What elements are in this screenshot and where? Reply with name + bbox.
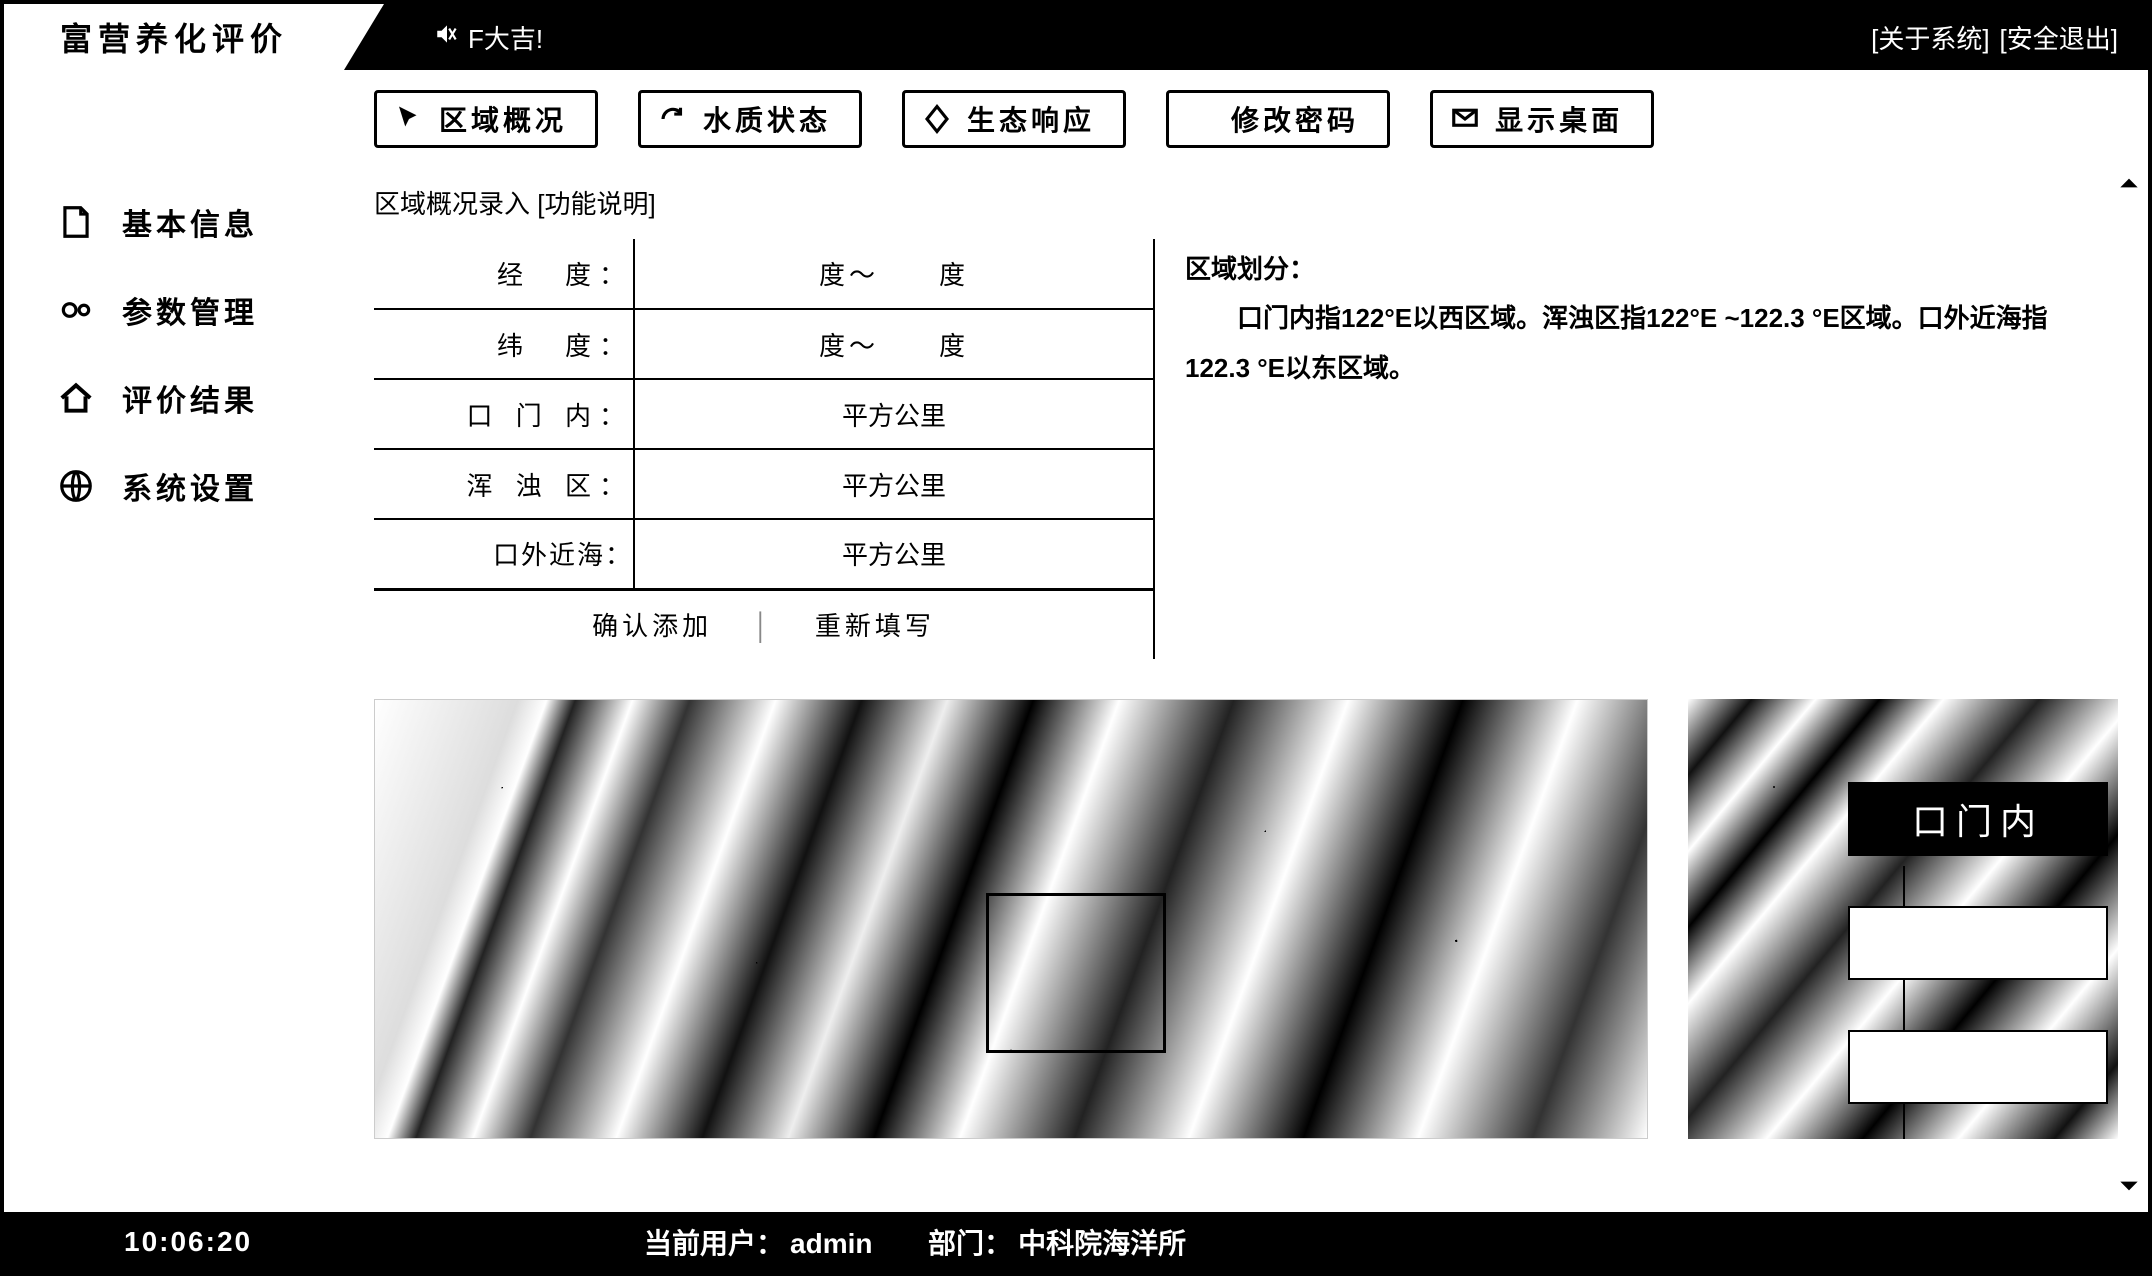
field-label-longitude: 经 度： [374,239,634,309]
field-label-turbid: 浑 浊 区： [374,449,634,519]
header-greeting: F大吉! [434,19,543,56]
footer-user: 当前用户：admin 部门：中科院海洋所 [644,1222,1186,1262]
tab-show-desktop[interactable]: 显示桌面 [1430,90,1654,148]
body: 基本信息 参数管理 评价结果 系统设置 [4,70,2148,1212]
sidebar-item-label: 系统设置 [122,464,258,508]
app-title: 富营养化评价 [4,4,344,70]
doc-icon [54,200,98,244]
user-label: 当前用户： [644,1228,784,1259]
header-links: [关于系统] [安全退出] [1871,19,2118,56]
about-link[interactable]: [关于系统] [1871,19,1989,56]
form-row: 经 度： 度～ 度 纬 度： 度～ 度 口 门 内： 平方公里 浑 浊 区： 平… [344,239,2118,659]
field-label-latitude: 纬 度： [374,309,634,379]
sidebar-item-results[interactable]: 评价结果 [54,376,314,420]
tab-eco-response[interactable]: 生态响应 [902,90,1126,148]
tab-label: 修改密码 [1231,99,1359,139]
field-label-inner: 口 门 内： [374,379,634,449]
header: 富营养化评价 F大吉! [关于系统] [安全退出] [4,4,2148,70]
reset-button[interactable]: 重新填写 [815,611,935,641]
legend-inner[interactable]: 口门内 [1848,782,2108,856]
dept-value: 中科院海洋所 [1018,1228,1186,1259]
desc-body: 口门内指122°E以西区域。浑浊区指122°E ~122.3 °E区域。口外近海… [1185,294,2098,393]
collapse-up-button[interactable] [2116,170,2142,201]
map-legend: 口门内 [1848,782,2108,1154]
collapse-down-button[interactable] [2116,1173,2142,1204]
blank-icon [1185,103,1217,135]
rotate-icon [657,103,689,135]
desc-title: 区域划分： [1185,245,2098,294]
map-main[interactable] [374,699,1648,1139]
form-table: 经 度： 度～ 度 纬 度： 度～ 度 口 门 内： 平方公里 浑 浊 区： 平… [374,239,1155,659]
help-link[interactable]: [功能说明] [537,189,655,219]
main: 区域概况 水质状态 生态响应 修改密码 [344,70,2148,1212]
greeting-text: F大吉! [468,19,543,56]
header-bar: F大吉! [关于系统] [安全退出] [344,4,2148,70]
region-description: 区域划分： 口门内指122°E以西区域。浑浊区指122°E ~122.3 °E区… [1155,239,2118,659]
section-title: 区域概况录入 [功能说明] [374,184,2118,221]
diamond-icon [921,103,953,135]
field-value-longitude[interactable]: 度～ 度 [634,239,1154,309]
tab-water-quality[interactable]: 水质状态 [638,90,862,148]
tab-label: 显示桌面 [1495,99,1623,139]
logout-link[interactable]: [安全退出] [2000,19,2118,56]
legend-box-3[interactable] [1848,1030,2108,1104]
sidebar-item-label: 基本信息 [122,200,258,244]
cursor-icon [393,103,425,135]
field-value-inner[interactable]: 平方公里 [634,379,1154,449]
sidebar-item-basic-info[interactable]: 基本信息 [54,200,314,244]
sidebar-item-params[interactable]: 参数管理 [54,288,314,332]
sidebar-item-settings[interactable]: 系统设置 [54,464,314,508]
tabs: 区域概况 水质状态 生态响应 修改密码 [344,90,2118,148]
sidebar: 基本信息 参数管理 评价结果 系统设置 [4,70,344,1212]
app-root: 富营养化评价 F大吉! [关于系统] [安全退出] 基本信息 [0,0,2152,1276]
button-separator: │ [723,611,803,641]
globe-icon [54,464,98,508]
house-icon [54,376,98,420]
tab-region-overview[interactable]: 区域概况 [374,90,598,148]
submit-button[interactable]: 确认添加 [592,611,712,641]
tab-change-password[interactable]: 修改密码 [1166,90,1390,148]
desktop-icon [1449,103,1481,135]
user-value: admin [790,1228,872,1259]
sidebar-item-label: 评价结果 [122,376,258,420]
tab-label: 生态响应 [967,99,1095,139]
field-value-offshore[interactable]: 平方公里 [634,519,1154,589]
field-value-turbid[interactable]: 平方公里 [634,449,1154,519]
sidebar-item-label: 参数管理 [122,288,258,332]
sound-icon [434,21,460,54]
legend-box-2[interactable] [1848,906,2108,980]
map-selection-box[interactable] [986,893,1166,1053]
tab-label: 区域概况 [439,99,567,139]
gear-icon [54,288,98,332]
footer-time: 10:06:20 [124,1226,644,1258]
field-value-latitude[interactable]: 度～ 度 [634,309,1154,379]
dept-label: 部门： [928,1228,1012,1259]
section-title-text: 区域概况录入 [374,189,537,219]
footer: 10:06:20 当前用户：admin 部门：中科院海洋所 [4,1212,2148,1272]
field-label-offshore: 口外近海： [374,519,634,589]
tab-label: 水质状态 [703,99,831,139]
